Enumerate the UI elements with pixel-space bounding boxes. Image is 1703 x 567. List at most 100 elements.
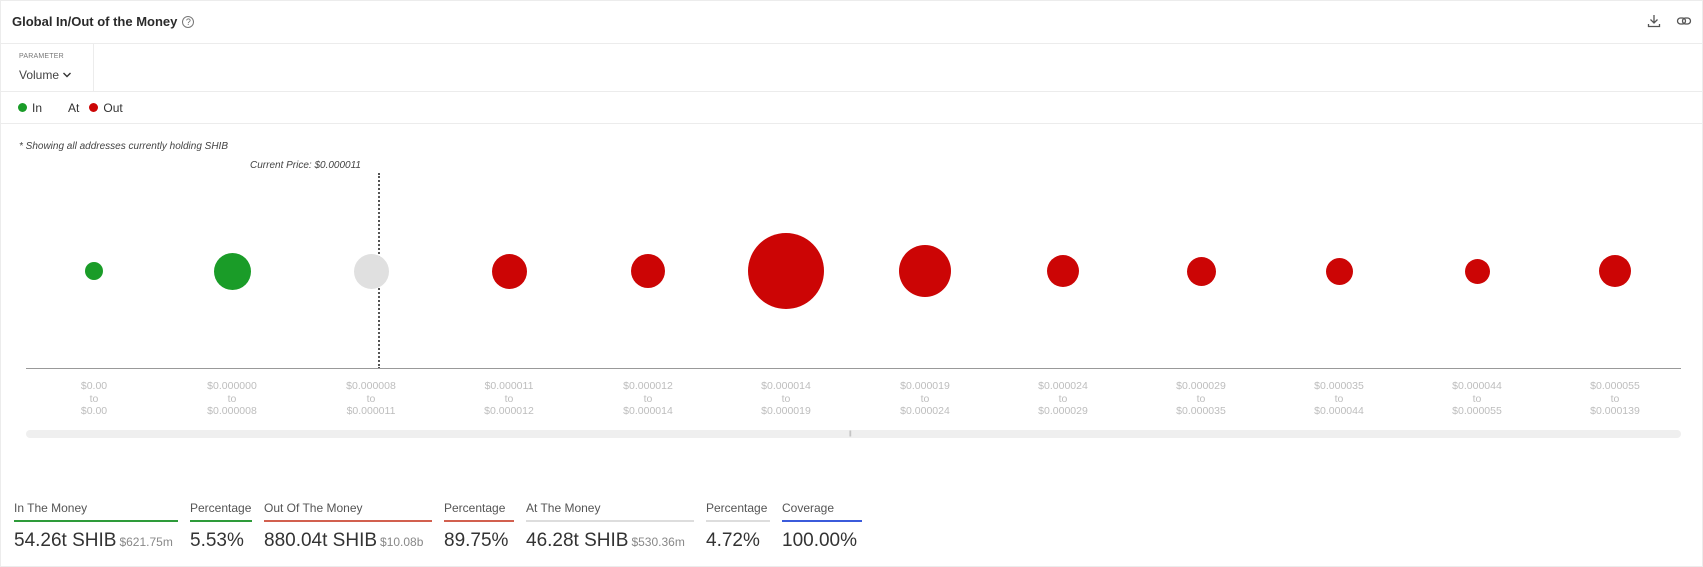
stat-label: Coverage: [782, 501, 862, 522]
x-axis-tick-label: $0.000014 to $0.000019: [726, 380, 846, 418]
bubble-out[interactable]: [631, 254, 665, 288]
stat-out-of-the-money: Out Of The Money 880.04t SHIB $10.08b: [264, 501, 432, 552]
tick-label-line: to: [504, 392, 514, 405]
stat-label: At The Money: [526, 501, 694, 522]
x-axis-tick-label: $0.000029 to $0.000035: [1141, 380, 1261, 418]
stat-main-value: 5.53%: [190, 530, 244, 551]
bubble-in[interactable]: [213, 252, 251, 290]
chevron-down-icon: [63, 72, 72, 78]
parameter-dropdown[interactable]: Volume: [19, 68, 72, 82]
tick-label-line: $0.000011: [346, 405, 396, 417]
bubble-out[interactable]: [1464, 258, 1490, 284]
x-axis-tick-label: $0.000055 to $0.000139: [1555, 380, 1675, 418]
x-axis-tick-label: $0.000000 to $0.000008: [172, 380, 292, 418]
download-icon[interactable]: [1646, 13, 1662, 29]
x-axis-tick-label: $0.000012 to $0.000014: [588, 380, 708, 418]
stat-label: Percentage: [706, 501, 770, 522]
stat-at-the-money: At The Money 46.28t SHIB $530.36m: [526, 501, 694, 552]
chart-scrollbar[interactable]: |||: [26, 430, 1681, 438]
bubble-at[interactable]: [353, 253, 389, 289]
panel-header: Global In/Out of the Money ?: [1, 1, 1702, 44]
tick-label-line: to: [781, 392, 791, 405]
tick-label-line: to: [1610, 392, 1620, 405]
tick-label-line: to: [227, 392, 237, 405]
legend-item-at[interactable]: At: [68, 101, 79, 115]
bubble-out[interactable]: [1599, 255, 1631, 287]
x-axis-tick-label: $0.000019 to $0.000024: [865, 380, 985, 418]
stat-label: Percentage: [190, 501, 252, 522]
stat-value: 880.04t SHIB $10.08b: [264, 530, 432, 552]
tick-label-line: $0.000000: [207, 380, 257, 392]
red-dot-icon: [89, 103, 99, 112]
tick-label-line: $0.000012: [484, 405, 534, 417]
green-dot-icon: [18, 103, 27, 112]
tick-label-line: to: [920, 392, 930, 405]
summary-stats: In The Money 54.26t SHIB $621.75m Percentag…: [14, 501, 874, 552]
stat-main-value: 100.00%: [782, 530, 858, 551]
legend-label: At: [68, 100, 80, 115]
tick-label-line: to: [643, 392, 653, 405]
stat-in-the-money: In The Money 54.26t SHIB $621.75m: [14, 501, 178, 552]
header-actions: [1646, 13, 1692, 29]
stat-label: Percentage: [444, 501, 514, 522]
tick-label-line: $0.000008: [207, 405, 257, 417]
tick-label-line: $0.000014: [761, 380, 811, 392]
tick-label-line: $0.000012: [623, 380, 673, 392]
tick-label-line: $0.000024: [1038, 380, 1088, 392]
x-axis-tick-label: $0.000024 to $0.000029: [1003, 380, 1123, 418]
tick-label-line: $0.000019: [761, 405, 811, 417]
panel-title: Global In/Out of the Money ?: [12, 14, 195, 29]
stat-usd-value: $10.08b: [380, 535, 424, 549]
question-circle-icon[interactable]: ?: [182, 15, 195, 28]
legend-item-out[interactable]: Out: [89, 100, 123, 115]
tick-label-line: $0.000044: [1314, 405, 1364, 417]
tick-label-line: $0.000029: [1038, 405, 1088, 417]
holdings-note: * Showing all addresses currently holdin…: [19, 141, 228, 152]
x-axis-tick-label: $0.000044 to $0.000055: [1417, 380, 1537, 418]
tick-label-line: $0.000024: [900, 405, 950, 417]
link-icon[interactable]: [1676, 13, 1692, 29]
stat-percentage: Percentage 4.72%: [706, 501, 770, 552]
tick-label-line: $0.000055: [1452, 405, 1502, 417]
stat-usd-value: $530.36m: [631, 535, 685, 549]
stat-value: 5.53%: [190, 530, 252, 552]
bubble-out[interactable]: [1047, 255, 1079, 287]
x-axis-tick-label: $0.000008 to $0.000011: [311, 380, 431, 418]
tick-label-line: $0.000029: [1176, 380, 1226, 392]
stat-main-value: 4.72%: [706, 530, 760, 551]
bubble-out[interactable]: [1325, 257, 1353, 285]
bubble-in[interactable]: [85, 262, 103, 280]
tick-label-line: to: [366, 392, 376, 405]
stat-value: 89.75%: [444, 530, 514, 552]
bubble-out[interactable]: [491, 253, 527, 289]
parameter-control: PARAMETER Volume: [1, 44, 94, 91]
parameter-row: PARAMETER Volume: [1, 44, 1702, 92]
stat-value: 100.00%: [782, 530, 862, 552]
tick-label-line: $0.000055: [1590, 380, 1640, 392]
tick-label-line: $0.000008: [346, 380, 396, 392]
stat-main-value: 46.28t SHIB: [526, 530, 629, 551]
x-axis-tick-label: $0.000011 to $0.000012: [449, 380, 569, 418]
stat-main-value: 89.75%: [444, 530, 509, 551]
tick-label-line: $0.000035: [1314, 380, 1364, 392]
stat-label: Out Of The Money: [264, 501, 432, 522]
parameter-value: Volume: [19, 68, 60, 82]
tick-label-line: to: [89, 392, 99, 405]
tick-label-line: $0.000014: [623, 405, 673, 417]
stat-value: 4.72%: [706, 530, 770, 552]
x-axis-tick-label: $0.00 to $0.00: [34, 380, 154, 418]
tick-label-line: $0.00: [80, 405, 108, 417]
bubble-out[interactable]: [899, 245, 951, 297]
parameter-label: PARAMETER: [19, 53, 64, 60]
stat-percentage: Percentage 5.53%: [190, 501, 252, 552]
tick-label-line: to: [1472, 392, 1482, 405]
legend-label: Out: [103, 100, 123, 115]
title-text: Global In/Out of the Money: [12, 14, 178, 29]
legend-item-in[interactable]: In: [18, 101, 42, 115]
scroll-grip-icon[interactable]: |||: [849, 431, 852, 437]
tick-label-line: $0.000019: [900, 380, 950, 392]
bubble-out[interactable]: [1186, 256, 1216, 286]
tick-label-line: to: [1334, 392, 1344, 405]
bubble-out[interactable]: [748, 233, 824, 309]
